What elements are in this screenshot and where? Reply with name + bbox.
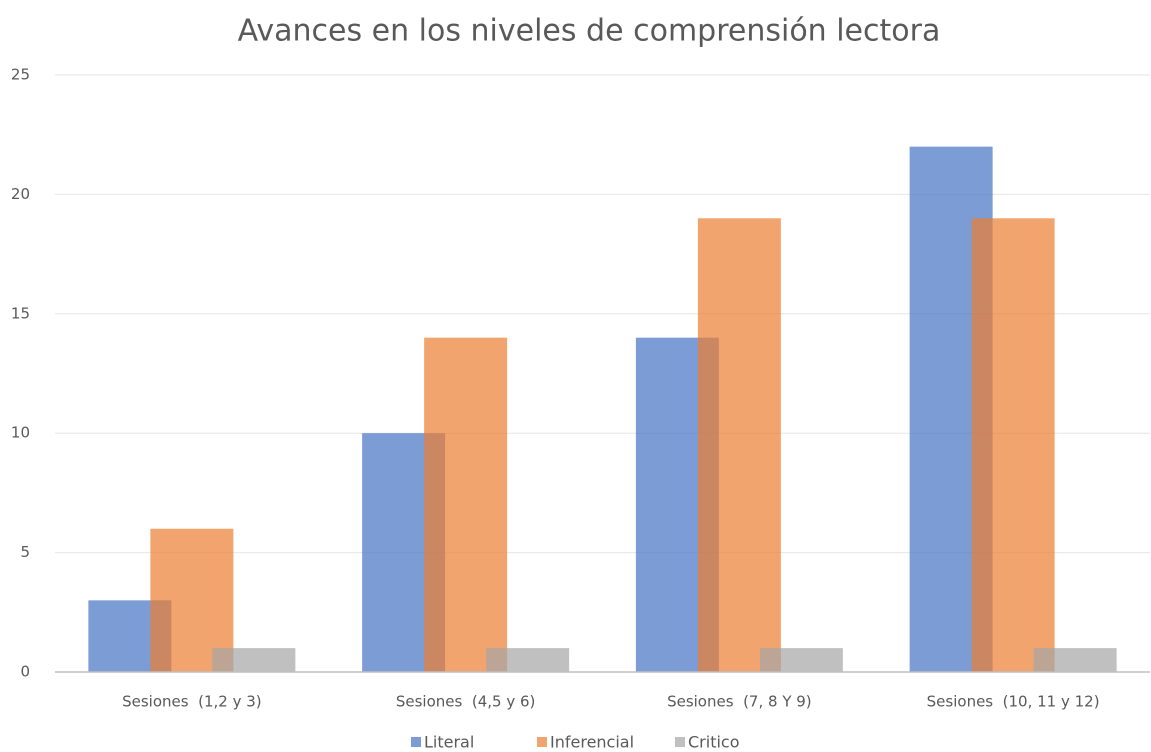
bar [1033, 648, 1117, 672]
bar [697, 218, 781, 672]
bar [212, 648, 296, 672]
legend-label: Inferencial [550, 733, 634, 752]
legend-swatch [411, 737, 421, 747]
y-tick-label: 20 [11, 185, 30, 203]
legend-swatch [675, 737, 685, 747]
bar [759, 648, 843, 672]
legend-label: Critico [688, 733, 740, 752]
bar [971, 218, 1055, 672]
y-tick-label: 0 [20, 663, 30, 681]
x-tick-label: Sesiones (1,2 y 3) [122, 693, 262, 711]
y-tick-label: 10 [11, 424, 30, 442]
legend-swatch [537, 737, 547, 747]
x-tick-label: Sesiones (7, 8 Y 9) [667, 693, 812, 711]
chart-title: Avances en los niveles de comprensión le… [238, 14, 941, 49]
y-tick-label: 15 [11, 304, 30, 322]
y-tick-label: 5 [20, 543, 30, 561]
legend-label: Literal [424, 733, 474, 752]
y-tick-label: 25 [11, 66, 30, 84]
bar [424, 337, 508, 672]
x-tick-label: Sesiones (4,5 y 6) [396, 693, 536, 711]
x-tick-label: Sesiones (10, 11 y 12) [927, 693, 1100, 711]
bar [486, 648, 570, 672]
